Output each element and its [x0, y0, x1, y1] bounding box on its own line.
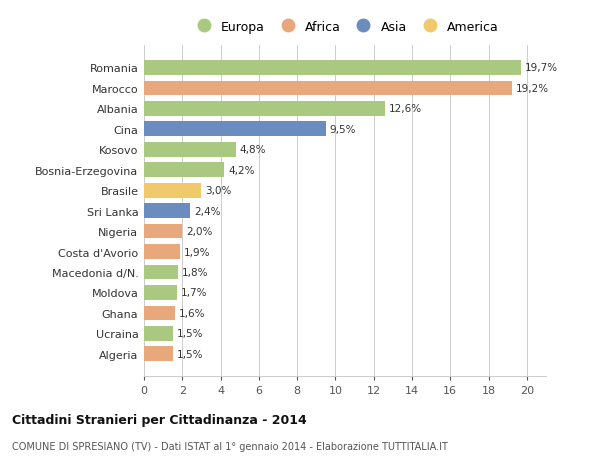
Bar [144, 347, 173, 361]
Text: 3,0%: 3,0% [205, 186, 232, 196]
Text: 1,5%: 1,5% [176, 329, 203, 339]
Bar [144, 265, 178, 280]
Text: 1,6%: 1,6% [178, 308, 205, 318]
Bar [144, 224, 182, 239]
Text: 1,7%: 1,7% [181, 288, 207, 298]
Bar [144, 81, 512, 96]
Text: COMUNE DI SPRESIANO (TV) - Dati ISTAT al 1° gennaio 2014 - Elaborazione TUTTITAL: COMUNE DI SPRESIANO (TV) - Dati ISTAT al… [12, 441, 448, 451]
Bar [144, 326, 173, 341]
Legend: Europa, Africa, Asia, America: Europa, Africa, Asia, America [186, 16, 504, 39]
Text: 1,9%: 1,9% [184, 247, 211, 257]
Bar [144, 122, 326, 137]
Bar [144, 285, 176, 300]
Bar [144, 61, 521, 76]
Text: 9,5%: 9,5% [329, 124, 356, 134]
Bar [144, 163, 224, 178]
Text: 12,6%: 12,6% [389, 104, 422, 114]
Text: 4,8%: 4,8% [240, 145, 266, 155]
Bar [144, 306, 175, 320]
Bar [144, 143, 236, 157]
Bar [144, 102, 385, 117]
Bar [144, 204, 190, 218]
Bar [144, 184, 202, 198]
Text: 1,8%: 1,8% [182, 268, 209, 277]
Text: 2,0%: 2,0% [186, 227, 212, 236]
Text: 4,2%: 4,2% [228, 165, 255, 175]
Text: 2,4%: 2,4% [194, 206, 220, 216]
Bar [144, 245, 181, 259]
Text: Cittadini Stranieri per Cittadinanza - 2014: Cittadini Stranieri per Cittadinanza - 2… [12, 413, 307, 426]
Text: 1,5%: 1,5% [176, 349, 203, 359]
Text: 19,2%: 19,2% [515, 84, 548, 94]
Text: 19,7%: 19,7% [525, 63, 558, 73]
